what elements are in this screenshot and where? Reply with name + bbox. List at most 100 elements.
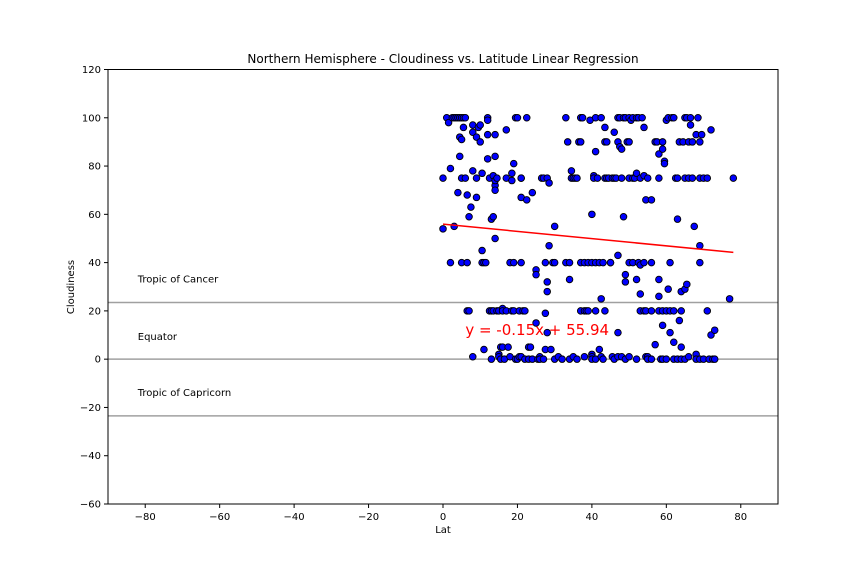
data-point <box>444 118 453 127</box>
data-point <box>528 188 537 197</box>
data-point <box>543 328 551 337</box>
data-point <box>591 147 600 156</box>
data-point <box>694 114 702 122</box>
data-point <box>573 174 581 182</box>
data-point <box>461 114 470 122</box>
data-point <box>567 167 576 175</box>
chart-title: Northern Hemisphere - Cloudiness vs. Lat… <box>247 52 638 66</box>
y-tick-label: 120 <box>82 65 101 76</box>
data-point <box>658 138 667 146</box>
data-point <box>517 258 525 267</box>
data-point <box>446 258 455 267</box>
data-point <box>532 319 540 327</box>
x-tick-label: 40 <box>586 512 599 523</box>
data-point <box>483 116 492 124</box>
y-tick-label: −40 <box>80 451 101 462</box>
data-point <box>562 114 570 122</box>
data-point <box>578 114 587 122</box>
data-point <box>517 174 525 182</box>
data-point <box>651 340 659 349</box>
data-point <box>526 343 535 351</box>
data-point <box>690 222 699 231</box>
data-point <box>686 121 695 129</box>
y-tick-label: 80 <box>88 162 101 173</box>
data-point <box>480 345 488 354</box>
data-point <box>677 307 685 315</box>
data-point <box>670 338 678 347</box>
data-point <box>696 258 704 267</box>
data-point <box>655 275 663 284</box>
data-point <box>670 114 678 122</box>
regression-line <box>442 223 734 254</box>
data-point <box>541 309 550 318</box>
data-point <box>521 307 529 315</box>
data-point <box>478 246 486 255</box>
x-axis-ticks: −80 −60 −40 −20 0 20 40 60 80 <box>135 504 747 523</box>
data-point <box>617 174 626 182</box>
data-point <box>601 123 609 132</box>
data-point <box>465 307 473 315</box>
data-point <box>703 307 712 315</box>
data-point <box>483 130 492 139</box>
data-point <box>647 355 656 363</box>
data-point <box>547 345 555 354</box>
data-point <box>675 316 684 325</box>
data-point <box>446 164 455 173</box>
data-point <box>673 174 682 182</box>
data-point <box>591 307 600 315</box>
plot-frame <box>107 69 779 505</box>
data-point <box>508 176 516 185</box>
data-point <box>725 295 734 303</box>
data-point <box>670 307 678 315</box>
x-tick-label: −80 <box>135 512 156 523</box>
data-point <box>491 234 499 243</box>
data-point <box>636 290 645 298</box>
data-point <box>710 355 719 363</box>
data-point <box>469 167 477 175</box>
data-point <box>558 355 566 363</box>
data-point <box>707 331 715 339</box>
data-point <box>502 126 511 134</box>
x-tick-label: 0 <box>440 512 446 523</box>
x-tick-label: 80 <box>734 512 747 523</box>
y-tick-label: 0 <box>95 355 101 366</box>
data-point <box>696 138 704 146</box>
data-point <box>439 174 447 182</box>
data-point <box>647 258 656 267</box>
y-axis-title: Cloudiness <box>66 260 77 314</box>
data-point <box>632 169 641 178</box>
data-point <box>550 258 559 267</box>
data-point <box>593 174 602 182</box>
data-point <box>710 326 719 334</box>
regression-equation: y = -0.15x + 55.94 <box>465 321 609 339</box>
data-point <box>491 186 499 194</box>
data-point <box>523 114 531 122</box>
data-point <box>601 307 609 315</box>
data-point <box>638 114 646 122</box>
data-point <box>606 258 615 267</box>
data-point <box>707 126 715 134</box>
x-axis-title: Lat <box>435 525 451 536</box>
data-point <box>472 174 481 182</box>
x-tick-label: −40 <box>284 512 305 523</box>
data-point <box>655 292 663 301</box>
data-point <box>459 123 468 132</box>
data-point <box>563 138 572 146</box>
data-point <box>491 152 499 161</box>
data-point <box>599 258 607 267</box>
data-point <box>684 353 693 361</box>
data-point <box>523 196 531 204</box>
data-point <box>703 174 712 182</box>
x-tick-label: −60 <box>209 512 230 523</box>
data-points <box>439 114 738 363</box>
data-point <box>550 222 559 231</box>
data-point <box>476 138 484 146</box>
data-point <box>621 278 630 286</box>
data-point <box>482 258 490 267</box>
data-point <box>696 241 704 250</box>
data-point <box>543 278 551 286</box>
y-tick-label: 40 <box>88 258 101 269</box>
data-point <box>469 128 477 137</box>
data-point <box>640 123 648 132</box>
